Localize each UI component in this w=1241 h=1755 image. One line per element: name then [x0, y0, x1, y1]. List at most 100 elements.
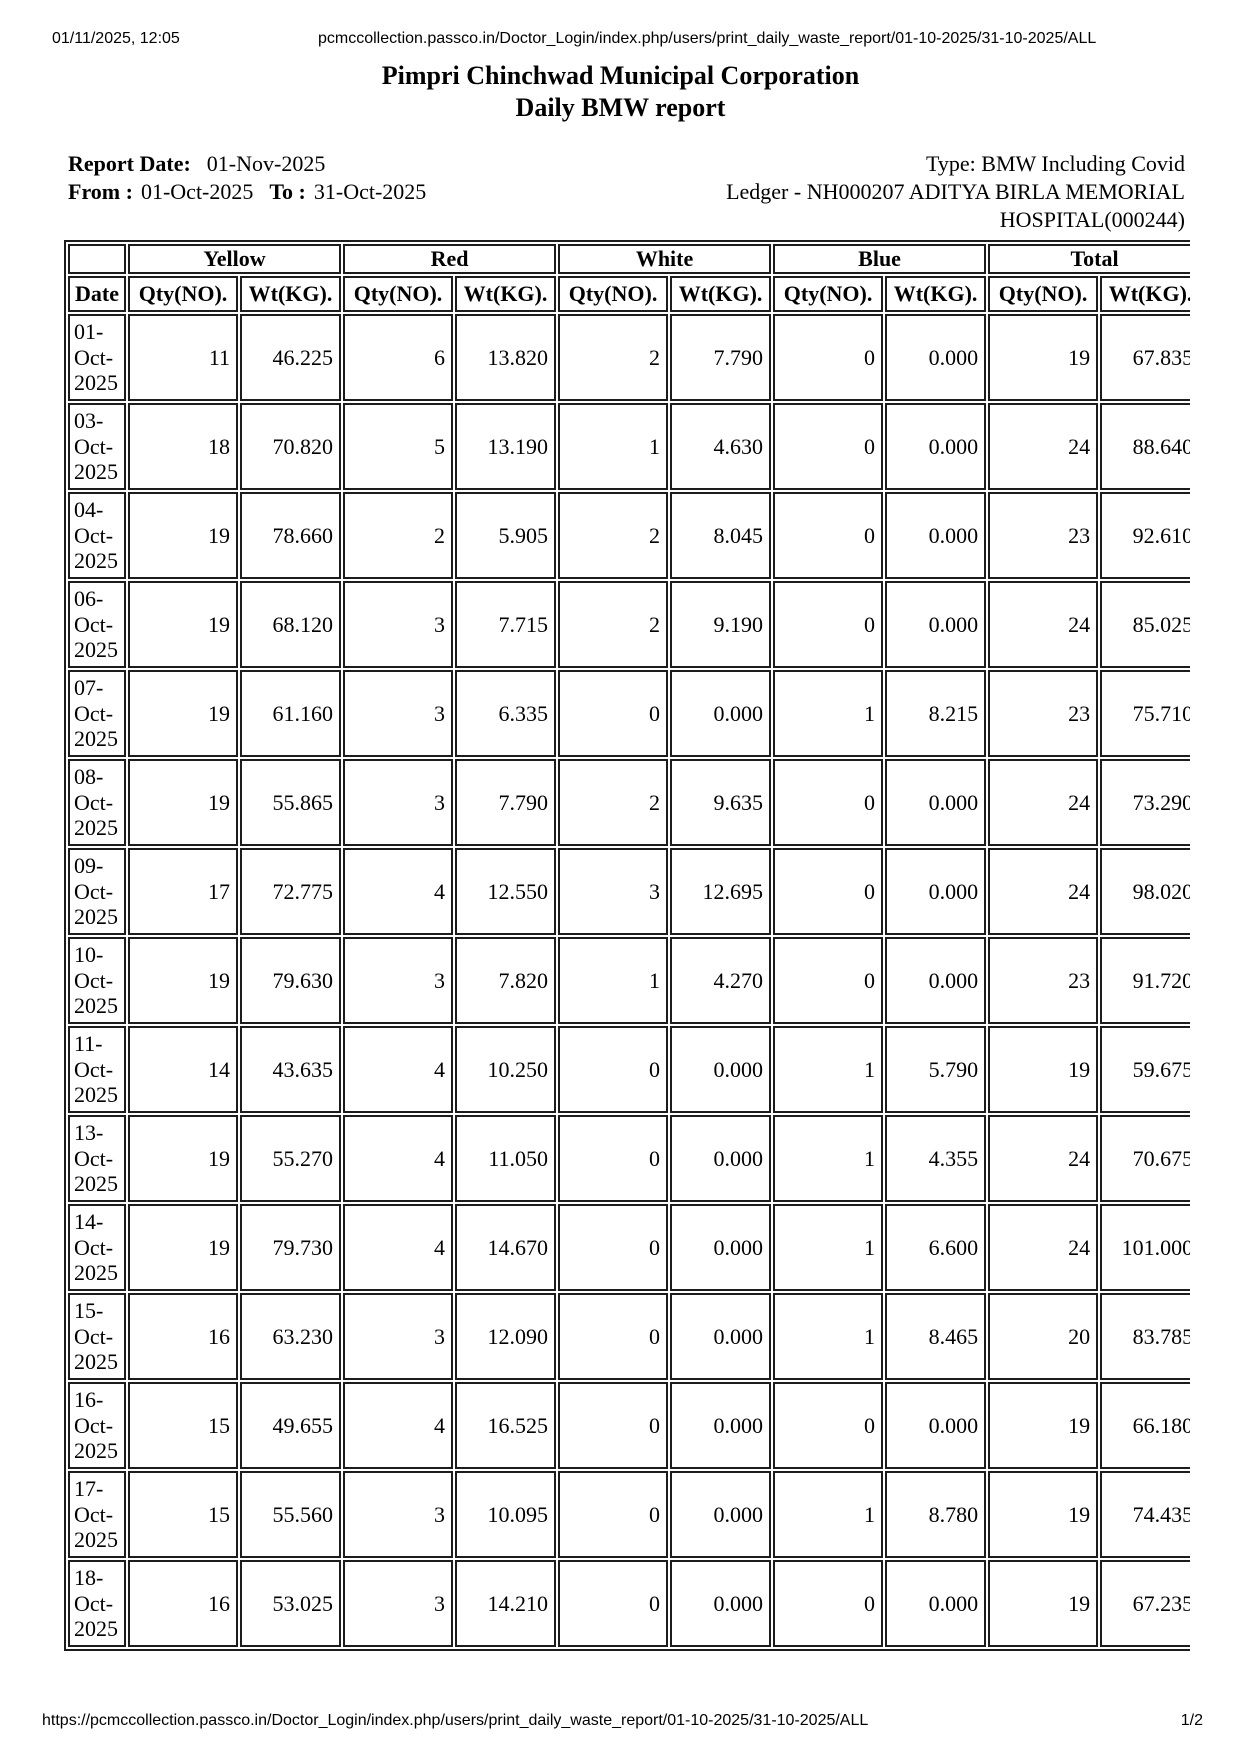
yellow-qty-cell: 19 — [128, 581, 238, 668]
report-meta: Report Date: 01-Nov-2025 From : 01-Oct-202… — [68, 150, 1185, 234]
report-table: Yellow Red White Blue Total Date Qty(NO)… — [64, 240, 1190, 1651]
red-qty-cell: 3 — [343, 1560, 454, 1647]
white-wt-cell: 0.000 — [670, 1382, 772, 1469]
total-qty-cell: 20 — [988, 1293, 1099, 1380]
report-meta-right: Type: BMW Including Covid Ledger - NH000… — [585, 150, 1185, 234]
yellow-wt-cell: 70.820 — [240, 403, 342, 490]
table-row: 13-Oct-2025 19 55.270 4 11.050 0 0.000 1… — [68, 1115, 1190, 1202]
sub-header-row: Date Qty(NO). Wt(KG). Qty(NO). Wt(KG). Q… — [68, 276, 1190, 312]
table-row: 15-Oct-2025 16 63.230 3 12.090 0 0.000 1… — [68, 1293, 1190, 1380]
group-header-red: Red — [343, 244, 557, 274]
white-qty-cell: 1 — [558, 403, 669, 490]
report-meta-left: Report Date: 01-Nov-2025 From : 01-Oct-202… — [68, 150, 450, 234]
red-qty-cell: 4 — [343, 1204, 454, 1291]
date-cell: 04-Oct-2025 — [68, 492, 126, 579]
total-qty-cell: 19 — [988, 314, 1099, 401]
red-wt-cell: 5.905 — [455, 492, 557, 579]
red-wt-cell: 7.790 — [455, 759, 557, 846]
yellow-wt-cell: 43.635 — [240, 1026, 342, 1113]
total-wt-cell: 92.610 — [1100, 492, 1190, 579]
white-qty-cell: 0 — [558, 670, 669, 757]
yellow-wt-cell: 78.660 — [240, 492, 342, 579]
red-qty-cell: 6 — [343, 314, 454, 401]
red-wt-cell: 14.210 — [455, 1560, 557, 1647]
white-qty-cell: 2 — [558, 314, 669, 401]
report-date-value: 01-Nov-2025 — [206, 151, 326, 176]
to-date-value: 31-Oct-2025 — [313, 178, 427, 204]
red-wt-cell: 7.715 — [455, 581, 557, 668]
red-qty-cell: 5 — [343, 403, 454, 490]
yellow-wt-cell: 63.230 — [240, 1293, 342, 1380]
total-qty-cell: 19 — [988, 1560, 1099, 1647]
total-wt-cell: 101.000 — [1100, 1204, 1190, 1291]
date-cell: 06-Oct-2025 — [68, 581, 126, 668]
blue-qty-cell: 1 — [773, 1115, 884, 1202]
blue-qty-cell: 1 — [773, 1293, 884, 1380]
red-qty-cell: 3 — [343, 581, 454, 668]
red-qty-cell: 3 — [343, 670, 454, 757]
total-qty-cell: 19 — [988, 1026, 1099, 1113]
date-cell: 08-Oct-2025 — [68, 759, 126, 846]
white-qty-cell: 1 — [558, 937, 669, 1024]
total-qty-cell: 23 — [988, 937, 1099, 1024]
from-date-value: 01-Oct-2025 — [140, 178, 254, 204]
yellow-qty-cell: 19 — [128, 1204, 238, 1291]
corner-cell — [68, 244, 126, 274]
red-wt-cell: 11.050 — [455, 1115, 557, 1202]
red-wt-cell: 7.820 — [455, 937, 557, 1024]
red-wt-cell: 16.525 — [455, 1382, 557, 1469]
white-wt-cell: 8.045 — [670, 492, 772, 579]
yellow-wt-cell: 49.655 — [240, 1382, 342, 1469]
white-qty-cell: 2 — [558, 759, 669, 846]
red-wt-cell: 14.670 — [455, 1204, 557, 1291]
table-row: 17-Oct-2025 15 55.560 3 10.095 0 0.000 1… — [68, 1471, 1190, 1558]
date-cell: 18-Oct-2025 — [68, 1560, 126, 1647]
total-wt-cell: 74.435 — [1100, 1471, 1190, 1558]
blue-qty-cell: 1 — [773, 1026, 884, 1113]
total-wt-cell: 88.640 — [1100, 403, 1190, 490]
report-date-label: Report Date: — [68, 151, 191, 176]
red-qty-cell: 4 — [343, 1382, 454, 1469]
date-cell: 13-Oct-2025 — [68, 1115, 126, 1202]
qty-header: Qty(NO). — [343, 276, 454, 312]
print-header-url: pcmccollection.passco.in/Doctor_Login/in… — [318, 30, 1097, 47]
table-row: 01-Oct-2025 11 46.225 6 13.820 2 7.790 0… — [68, 314, 1190, 401]
red-qty-cell: 3 — [343, 937, 454, 1024]
red-qty-cell: 3 — [343, 1293, 454, 1380]
total-qty-cell: 24 — [988, 403, 1099, 490]
white-wt-cell: 0.000 — [670, 1115, 772, 1202]
white-qty-cell: 0 — [558, 1115, 669, 1202]
wt-header: Wt(KG). — [240, 276, 342, 312]
yellow-qty-cell: 16 — [128, 1560, 238, 1647]
table-row: 18-Oct-2025 16 53.025 3 14.210 0 0.000 0… — [68, 1560, 1190, 1647]
date-cell: 03-Oct-2025 — [68, 403, 126, 490]
white-qty-cell: 0 — [558, 1204, 669, 1291]
group-header-yellow: Yellow — [128, 244, 342, 274]
blue-qty-cell: 1 — [773, 670, 884, 757]
blue-wt-cell: 5.790 — [885, 1026, 987, 1113]
blue-qty-cell: 1 — [773, 1204, 884, 1291]
white-qty-cell: 0 — [558, 1293, 669, 1380]
white-wt-cell: 7.790 — [670, 314, 772, 401]
white-wt-cell: 0.000 — [670, 1293, 772, 1380]
total-qty-cell: 23 — [988, 492, 1099, 579]
yellow-wt-cell: 55.560 — [240, 1471, 342, 1558]
wt-header: Wt(KG). — [455, 276, 557, 312]
yellow-wt-cell: 53.025 — [240, 1560, 342, 1647]
blue-qty-cell: 0 — [773, 1382, 884, 1469]
yellow-qty-cell: 19 — [128, 937, 238, 1024]
blue-wt-cell: 0.000 — [885, 848, 987, 935]
white-qty-cell: 0 — [558, 1382, 669, 1469]
report-table-container: Yellow Red White Blue Total Date Qty(NO)… — [64, 240, 1190, 1692]
total-qty-cell: 19 — [988, 1382, 1099, 1469]
white-wt-cell: 0.000 — [670, 1471, 772, 1558]
blue-qty-cell: 0 — [773, 1560, 884, 1647]
blue-qty-cell: 0 — [773, 314, 884, 401]
total-qty-cell: 24 — [988, 581, 1099, 668]
blue-wt-cell: 0.000 — [885, 1560, 987, 1647]
report-title: Pimpri Chinchwad Municipal Corporation D… — [0, 60, 1241, 124]
group-header-row: Yellow Red White Blue Total — [68, 244, 1190, 274]
white-wt-cell: 9.190 — [670, 581, 772, 668]
date-cell: 10-Oct-2025 — [68, 937, 126, 1024]
total-qty-cell: 23 — [988, 670, 1099, 757]
